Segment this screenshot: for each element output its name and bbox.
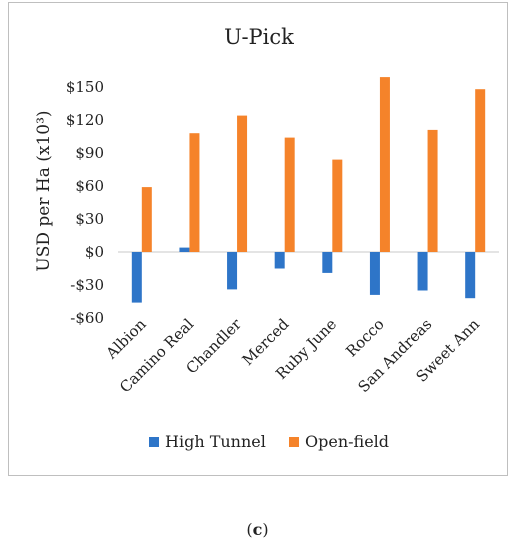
bar-high-tunnel bbox=[417, 252, 428, 291]
bar-group bbox=[131, 77, 486, 303]
bar-open-field bbox=[332, 159, 343, 252]
legend: High Tunnel Open-field bbox=[149, 432, 389, 451]
legend-label: High Tunnel bbox=[165, 432, 266, 451]
bar-high-tunnel bbox=[274, 252, 285, 269]
bar-open-field bbox=[141, 187, 152, 252]
legend-swatch bbox=[149, 437, 159, 447]
y-tick-label: -$30 bbox=[70, 276, 104, 294]
legend-swatch bbox=[289, 437, 299, 447]
y-tick-label: $120 bbox=[66, 111, 104, 129]
x-tick-label: Rocco bbox=[342, 315, 387, 360]
chart-svg: U-Pick USD per Ha (x10³) -$60 -$30 $0 $30 $6… bbox=[34, 25, 499, 451]
bar-open-field bbox=[379, 77, 390, 252]
y-axis-label: USD per Ha (x10³) bbox=[34, 110, 54, 271]
bar-open-field bbox=[427, 129, 438, 252]
y-tick-label: $30 bbox=[75, 210, 104, 228]
y-tick-label: -$60 bbox=[70, 309, 104, 327]
caption-open: ( bbox=[246, 520, 253, 539]
chart-frame: U-Pick USD per Ha (x10³) -$60 -$30 $0 $30 $6… bbox=[8, 2, 508, 476]
caption-close: ) bbox=[262, 520, 269, 539]
bar-high-tunnel bbox=[369, 252, 380, 295]
bar-open-field bbox=[284, 137, 295, 252]
y-tick-label: $150 bbox=[66, 78, 104, 96]
bar-high-tunnel bbox=[131, 252, 142, 303]
legend-label: Open-field bbox=[305, 432, 389, 451]
bar-high-tunnel bbox=[465, 252, 476, 299]
bar-high-tunnel bbox=[322, 252, 333, 273]
caption-letter: c bbox=[252, 520, 263, 539]
y-tick-label: $90 bbox=[75, 144, 104, 162]
bar-open-field bbox=[237, 115, 248, 252]
y-tick-label: $0 bbox=[85, 243, 104, 261]
bar-high-tunnel bbox=[227, 252, 238, 290]
chart-title: U-Pick bbox=[224, 25, 294, 49]
bar-open-field bbox=[475, 89, 486, 252]
y-tick-labels: -$60 -$30 $0 $30 $60 $90 $120 $150 bbox=[66, 78, 104, 327]
bar-open-field bbox=[189, 133, 200, 252]
figure-caption: (c) bbox=[0, 520, 515, 539]
y-tick-label: $60 bbox=[75, 177, 104, 195]
bar-high-tunnel bbox=[179, 247, 190, 252]
